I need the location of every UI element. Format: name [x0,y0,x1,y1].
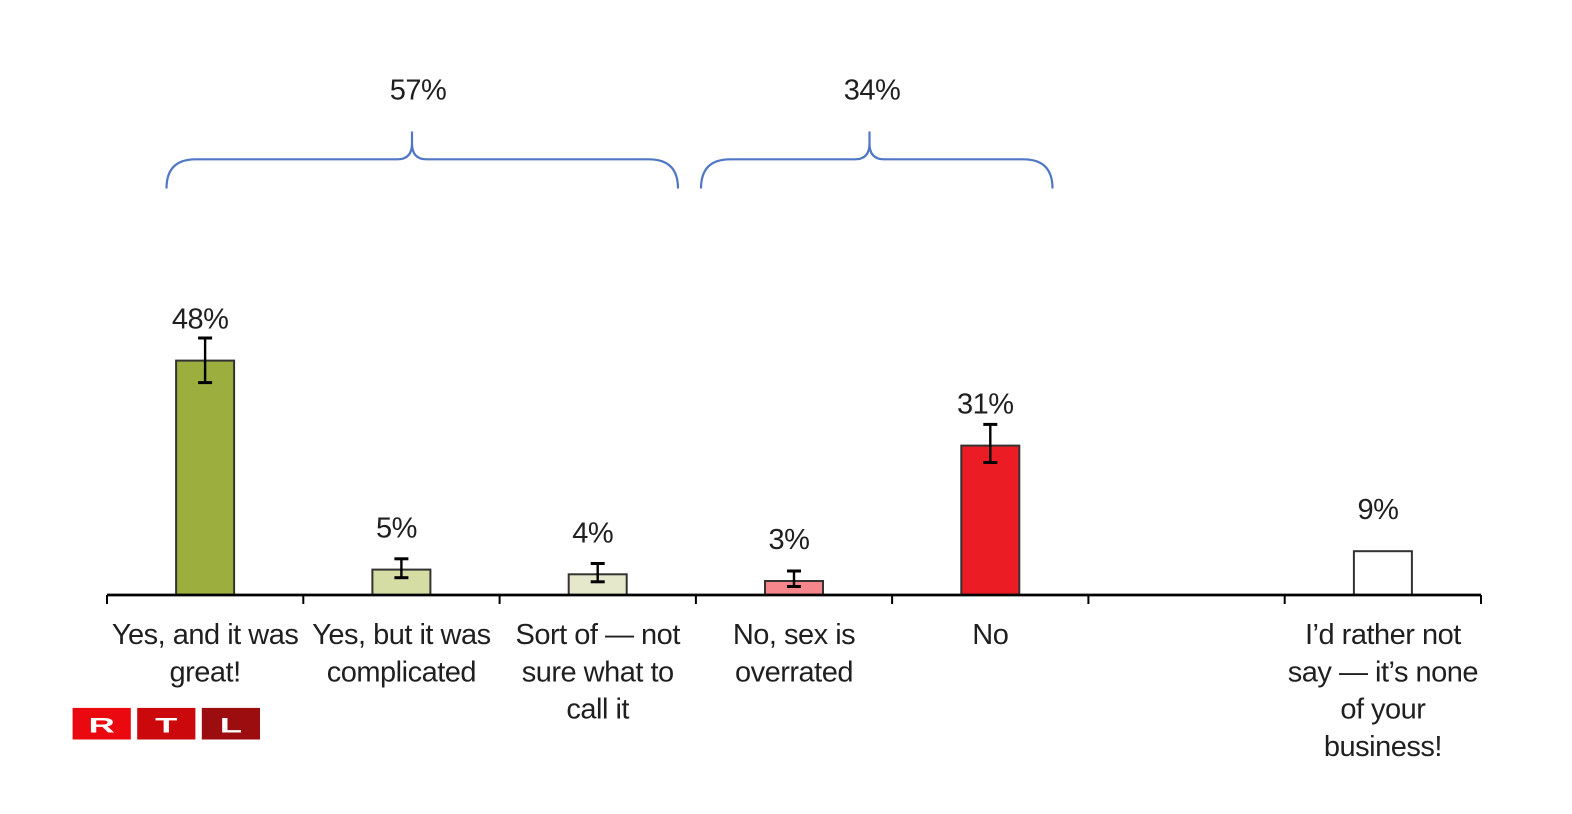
svg-text:3%: 3% [769,524,810,556]
svg-text:No: No [972,619,1008,651]
svg-text:L: L [220,714,242,738]
svg-text:57%: 57% [390,75,447,107]
svg-text:4%: 4% [572,517,613,549]
svg-text:5%: 5% [376,513,417,545]
svg-text:T: T [155,714,177,738]
svg-text:31%: 31% [957,389,1014,421]
svg-text:48%: 48% [172,304,229,336]
svg-text:R: R [89,714,116,738]
svg-text:34%: 34% [844,75,901,107]
svg-text:9%: 9% [1357,494,1398,526]
